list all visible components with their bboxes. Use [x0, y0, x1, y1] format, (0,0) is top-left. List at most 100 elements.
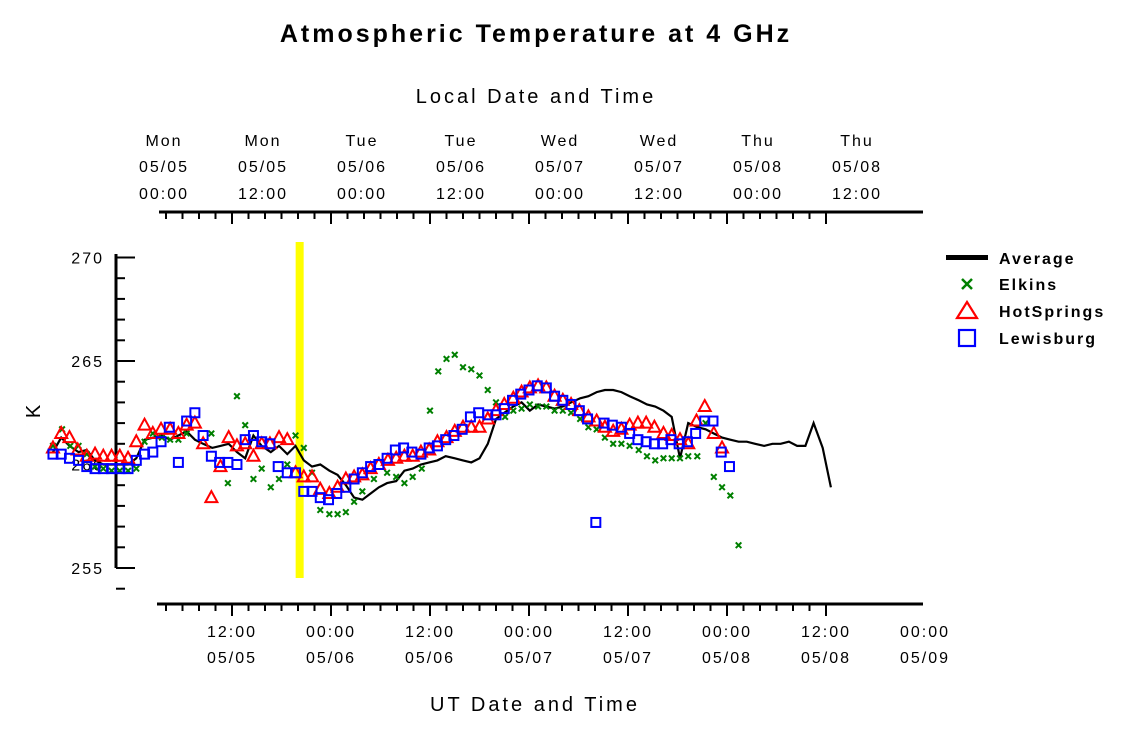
top-tick-label-date: 05/06 [436, 159, 486, 176]
point-lewisburg [231, 459, 243, 470]
top-tick-label-date: 05/08 [832, 159, 882, 176]
point-lewisburg [73, 454, 85, 466]
point-lewisburg [181, 415, 193, 427]
marker-layer [295, 242, 304, 578]
point-elkins [551, 407, 559, 415]
point-elkins [233, 392, 241, 400]
point-hotsprings [697, 397, 713, 413]
point-lewisburg [431, 440, 443, 452]
point-elkins [442, 355, 451, 363]
top-tick-label-day: Wed [640, 133, 679, 150]
point-hotsprings [136, 416, 153, 431]
axes: 12:00 05/05 00:00 05/06 12:00 05/06 00:00 05/07… [71, 133, 950, 667]
chart-title: Atmospheric Temperature at 4 GHz [280, 20, 792, 48]
point-elkins [275, 475, 283, 483]
point-lewisburg [197, 430, 209, 442]
point-hotsprings [45, 439, 61, 454]
point-elkins [358, 487, 366, 495]
top-tick-label-time: 12:00 [238, 186, 288, 203]
point-lewisburg [582, 413, 594, 425]
point-hotsprings [53, 424, 69, 439]
point-lewisburg [155, 436, 167, 448]
top-tick-label-time: 12:00 [832, 186, 882, 203]
point-lewisburg [205, 450, 217, 462]
top-tick-label-date: 05/07 [535, 159, 585, 176]
point-elkins [300, 444, 308, 452]
top-tick-label-time: 12:00 [436, 186, 486, 203]
x-tick-label-date: 05/07 [603, 650, 653, 667]
point-elkins [434, 367, 442, 375]
point-elkins [426, 407, 434, 415]
point-elkins [735, 541, 743, 549]
point-hotsprings [279, 431, 295, 446]
point-elkins [542, 403, 550, 411]
point-hotsprings [463, 418, 479, 433]
point-elkins [350, 498, 358, 506]
point-lewisburg [507, 394, 518, 406]
y-tick-label: 260 [71, 458, 104, 475]
x-tick-label-date: 05/08 [702, 650, 752, 667]
point-lewisburg [715, 446, 727, 458]
point-elkins [292, 432, 300, 440]
legend-label: Average [999, 251, 1076, 268]
point-hotsprings [646, 418, 663, 433]
top-tick-label-time: 00:00 [535, 186, 585, 203]
point-hotsprings [170, 424, 187, 439]
point-lewisburg [189, 407, 201, 419]
marker-line [295, 242, 304, 578]
point-lewisburg [323, 494, 335, 506]
legend-swatch-average [946, 255, 988, 260]
point-elkins [518, 405, 526, 413]
point-elkins [501, 413, 509, 421]
x-tick-label-time: 00:00 [900, 624, 950, 641]
point-lewisburg [448, 430, 460, 442]
point-hotsprings [112, 447, 128, 462]
point-elkins [684, 452, 692, 460]
point-lewisburg [306, 485, 318, 497]
point-lewisburg [130, 454, 142, 466]
legend-swatch-elkins [961, 278, 973, 290]
x-tick-label-date: 05/07 [504, 650, 554, 667]
x-tick-label-date: 05/09 [900, 650, 950, 667]
point-elkins [726, 492, 734, 500]
legend-swatch-hotsprings [955, 299, 979, 320]
point-lewisburg [272, 461, 284, 473]
point-lewisburg [373, 459, 385, 470]
point-elkins [617, 440, 625, 448]
point-elkins [283, 460, 291, 469]
point-lewisburg [573, 405, 585, 417]
point-elkins [370, 475, 378, 483]
top-tick-label-date: 05/05 [238, 159, 288, 176]
point-lewisburg [356, 467, 368, 479]
point-lewisburg [624, 427, 636, 439]
point-elkins [451, 351, 459, 359]
point-hotsprings [706, 424, 722, 439]
x-tick-label-time: 00:00 [702, 624, 752, 641]
point-elkins [534, 403, 542, 411]
point-hotsprings [237, 435, 253, 450]
point-lewisburg [163, 421, 175, 433]
legend-label: Lewisburg [999, 331, 1097, 348]
point-lewisburg [172, 456, 184, 468]
point-elkins [183, 429, 191, 437]
point-lewisburg [723, 461, 735, 473]
top-tick-label-date: 05/07 [634, 159, 684, 176]
point-elkins [693, 452, 701, 460]
point-hotsprings [245, 447, 262, 462]
x-tick-label-date: 05/05 [207, 650, 257, 667]
top-tick-label-day: Tue [346, 133, 379, 150]
point-elkins [635, 446, 643, 454]
legend: Average Elkins HotSprings Lewisburg [946, 251, 1103, 348]
top-tick-label-day: Mon [145, 133, 182, 150]
point-elkins [609, 440, 617, 448]
point-lewisburg [707, 415, 719, 427]
y-tick-label: 270 [71, 251, 104, 268]
point-elkins [258, 465, 266, 473]
point-lewisburg [490, 409, 502, 421]
point-elkins [325, 510, 333, 518]
point-elkins [400, 479, 408, 487]
y-tick-label: 265 [71, 354, 104, 371]
point-lewisburg [331, 487, 343, 499]
x-tick-label-time: 12:00 [801, 624, 851, 641]
top-tick-label-time: 12:00 [634, 186, 684, 203]
